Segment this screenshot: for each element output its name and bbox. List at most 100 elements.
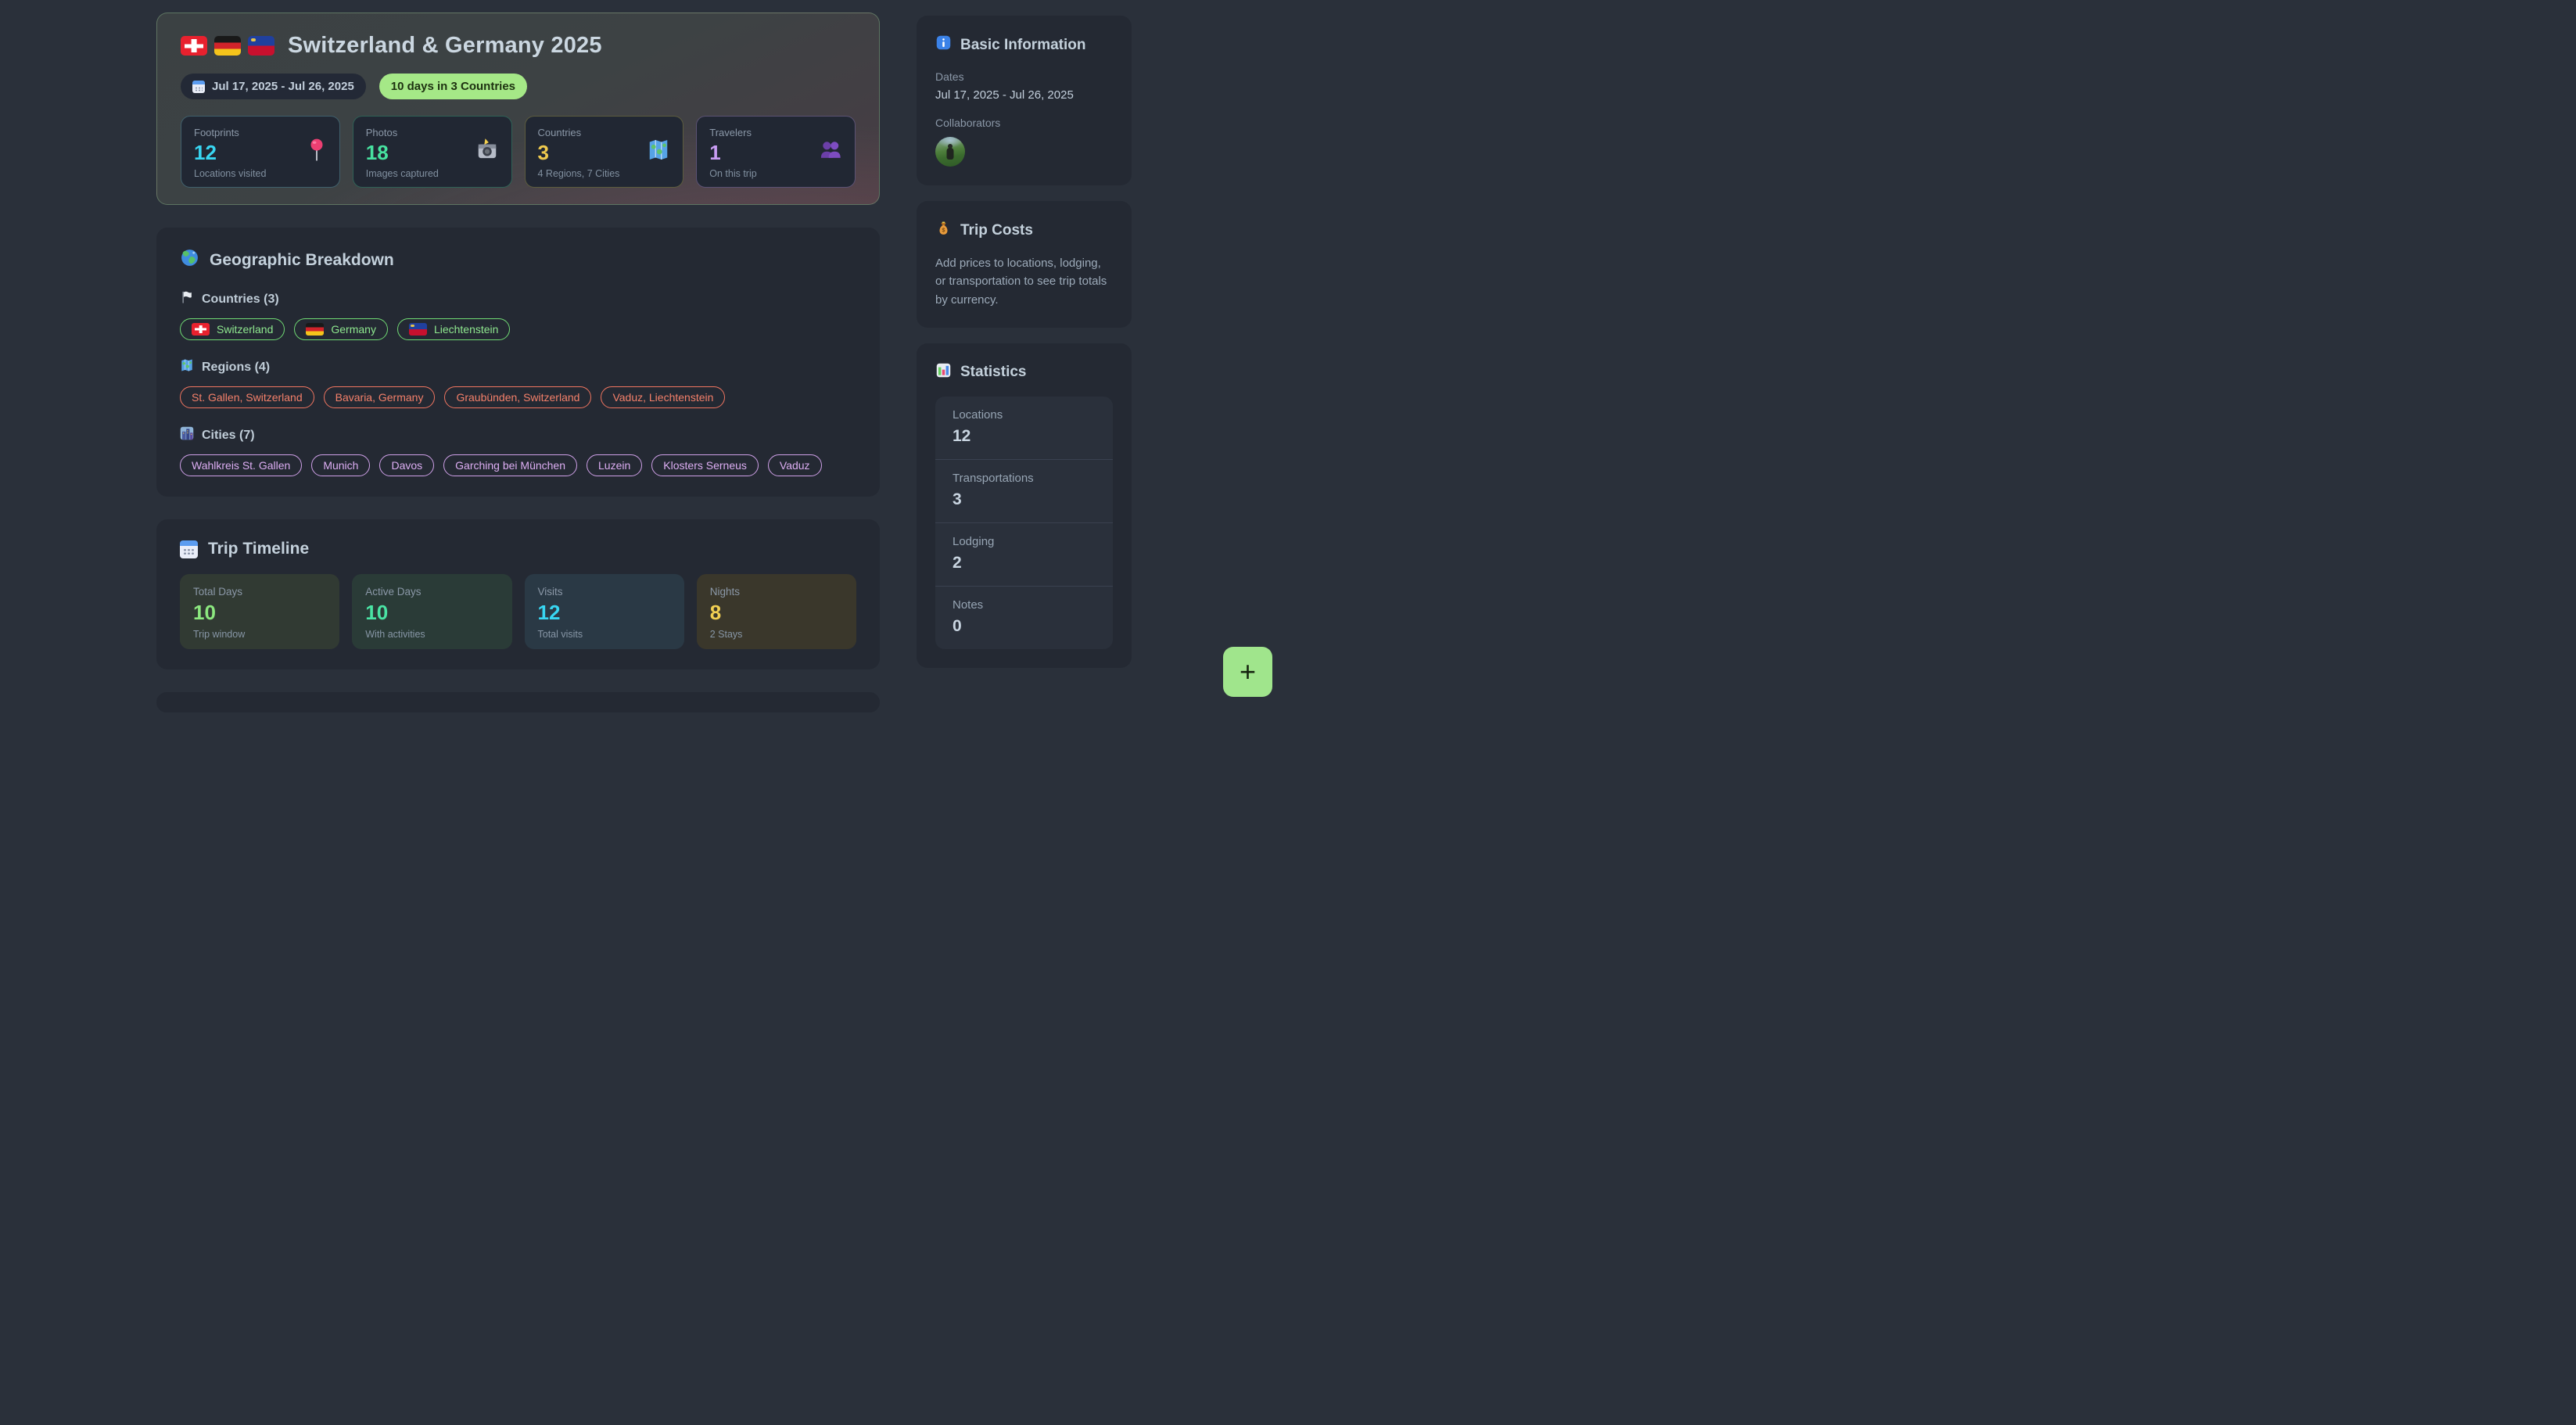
timeline-card-total-days: Total Days 10 Trip window	[180, 574, 340, 649]
cities-heading: Cities (7)	[202, 428, 255, 442]
timeline-sublabel: With activities	[365, 629, 425, 640]
city-chip[interactable]: Munich	[311, 454, 371, 476]
stat-card-travelers: Travelers 1 On this trip	[696, 116, 856, 188]
timeline-value: 10	[365, 601, 389, 624]
stat-label: Travelers	[709, 127, 752, 138]
date-range-text: Jul 17, 2025 - Jul 26, 2025	[212, 80, 354, 93]
geographic-heading: Geographic Breakdown	[210, 250, 394, 269]
next-section-card	[156, 692, 880, 712]
busts-silhouette-icon	[819, 140, 842, 164]
region-chip[interactable]: Bavaria, Germany	[323, 386, 436, 408]
city-chip[interactable]: Vaduz	[767, 454, 822, 476]
trip-timeline-card: Trip Timeline Total Days 10 Trip window …	[156, 519, 880, 669]
stat-sublabel: Locations visited	[194, 168, 267, 179]
countries-section: Countries (3) Switzerland Germany	[180, 290, 856, 340]
timeline-heading-row: Trip Timeline	[180, 540, 856, 558]
trip-header-card: Switzerland & Germany 2025 Jul 17, 2025 …	[156, 13, 880, 205]
regions-section: Regions (4) St. Gallen, Switzerland Bava…	[180, 358, 856, 408]
region-chip-label: Bavaria, Germany	[335, 391, 424, 404]
city-chip-label: Garching bei München	[455, 459, 566, 472]
stat-row-value: 12	[953, 426, 971, 445]
calendar-icon	[192, 80, 205, 93]
basic-info-heading: Basic Information	[960, 36, 1086, 53]
region-chip-label: Vaduz, Liechtenstein	[612, 391, 714, 404]
stat-value: 12	[194, 141, 217, 164]
trip-detail-page: Switzerland & Germany 2025 Jul 17, 2025 …	[0, 0, 1288, 712]
city-chip[interactable]: Luzein	[587, 454, 643, 476]
countries-heading: Countries (3)	[202, 292, 279, 306]
trip-costs-panel: $ Trip Costs Add prices to locations, lo…	[917, 201, 1132, 328]
stat-row-label: Locations	[953, 407, 1003, 422]
stat-card-footprints: Footprints 12 Locations visited	[181, 116, 340, 188]
svg-text:$: $	[942, 227, 945, 234]
timeline-card-visits: Visits 12 Total visits	[524, 574, 684, 649]
money-bag-icon: $	[935, 220, 952, 241]
duration-badge: 10 days in 3 Countries	[379, 74, 528, 99]
stat-row-label: Lodging	[953, 534, 995, 548]
regions-heading-row: Regions (4)	[180, 358, 856, 376]
region-chip-label: St. Gallen, Switzerland	[192, 391, 303, 404]
info-icon	[935, 34, 952, 56]
city-chip[interactable]: Davos	[379, 454, 435, 476]
country-chip-germany[interactable]: Germany	[294, 318, 388, 340]
cities-heading-row: Cities (7)	[180, 426, 856, 444]
country-chip-liechtenstein[interactable]: Liechtenstein	[396, 318, 511, 340]
city-chip[interactable]: Garching bei München	[443, 454, 578, 476]
liechtenstein-flag-icon	[408, 323, 427, 336]
timeline-sublabel: Trip window	[193, 629, 246, 640]
stat-label: Countries	[537, 127, 582, 138]
timeline-card-active-days: Active Days 10 With activities	[352, 574, 512, 649]
region-chip[interactable]: Graubünden, Switzerland	[444, 386, 592, 408]
statistics-row-lodging: Lodging 2	[935, 523, 1113, 587]
cities-section: Cities (7) Wahlkreis St. Gallen Munich D…	[180, 426, 856, 476]
trip-costs-heading-row: $ Trip Costs	[935, 220, 1113, 241]
timeline-label: Active Days	[365, 586, 422, 598]
statistics-panel: Statistics Locations 12 Transportations …	[917, 343, 1132, 668]
sidebar: Basic Information Dates Jul 17, 2025 - J…	[917, 13, 1132, 712]
world-map-icon	[647, 138, 670, 166]
statistics-heading-row: Statistics	[935, 362, 1113, 383]
trip-title-row: Switzerland & Germany 2025	[181, 33, 856, 59]
trip-title: Switzerland & Germany 2025	[288, 33, 602, 58]
stat-row-value: 2	[953, 553, 962, 572]
timeline-label: Visits	[537, 586, 563, 598]
stat-sublabel: 4 Regions, 7 Cities	[537, 168, 620, 179]
country-chip-label: Liechtenstein	[433, 323, 499, 336]
timeline-card-nights: Nights 8 2 Stays	[696, 574, 856, 649]
country-chip-switzerland[interactable]: Switzerland	[180, 318, 285, 340]
statistics-box: Locations 12 Transportations 3 Lodging 2…	[935, 396, 1113, 649]
stat-value: 1	[709, 141, 721, 164]
region-chip[interactable]: St. Gallen, Switzerland	[180, 386, 314, 408]
region-chip-label: Graubünden, Switzerland	[456, 391, 580, 404]
add-button[interactable]: +	[1223, 647, 1272, 697]
cityscape-icon	[180, 426, 194, 444]
region-chips: St. Gallen, Switzerland Bavaria, Germany…	[180, 386, 856, 408]
germany-flag-icon	[214, 36, 241, 56]
trip-badges: Jul 17, 2025 - Jul 26, 2025 10 days in 3…	[181, 74, 856, 99]
stat-card-photos: Photos 18 Images captured	[352, 116, 512, 188]
stat-row-label: Transportations	[953, 471, 1034, 485]
statistics-heading: Statistics	[960, 364, 1027, 381]
hero-stats: Footprints 12 Locations visited Photos 1…	[181, 116, 856, 188]
stat-row-value: 0	[953, 616, 962, 635]
timeline-value: 8	[709, 601, 722, 624]
world-map-icon	[180, 358, 194, 376]
collaborator-avatar[interactable]	[935, 137, 965, 167]
city-chip[interactable]: Wahlkreis St. Gallen	[180, 454, 303, 476]
city-chip-label: Wahlkreis St. Gallen	[192, 459, 291, 472]
date-range-badge: Jul 17, 2025 - Jul 26, 2025	[181, 74, 366, 99]
country-chip-label: Switzerland	[217, 323, 274, 336]
statistics-row-notes: Notes 0	[935, 587, 1113, 649]
region-chip[interactable]: Vaduz, Liechtenstein	[601, 386, 726, 408]
stat-sublabel: Images captured	[365, 168, 439, 179]
stat-label: Photos	[365, 127, 398, 138]
switzerland-flag-icon	[192, 323, 210, 336]
stat-row-value: 3	[953, 490, 962, 508]
globe-icon	[180, 248, 199, 272]
trip-costs-heading: Trip Costs	[960, 221, 1033, 239]
stat-value: 3	[537, 141, 549, 164]
city-chip-label: Davos	[391, 459, 423, 472]
round-pushpin-icon	[307, 138, 327, 166]
layout: Switzerland & Germany 2025 Jul 17, 2025 …	[0, 0, 1288, 712]
city-chip[interactable]: Klosters Serneus	[651, 454, 759, 476]
